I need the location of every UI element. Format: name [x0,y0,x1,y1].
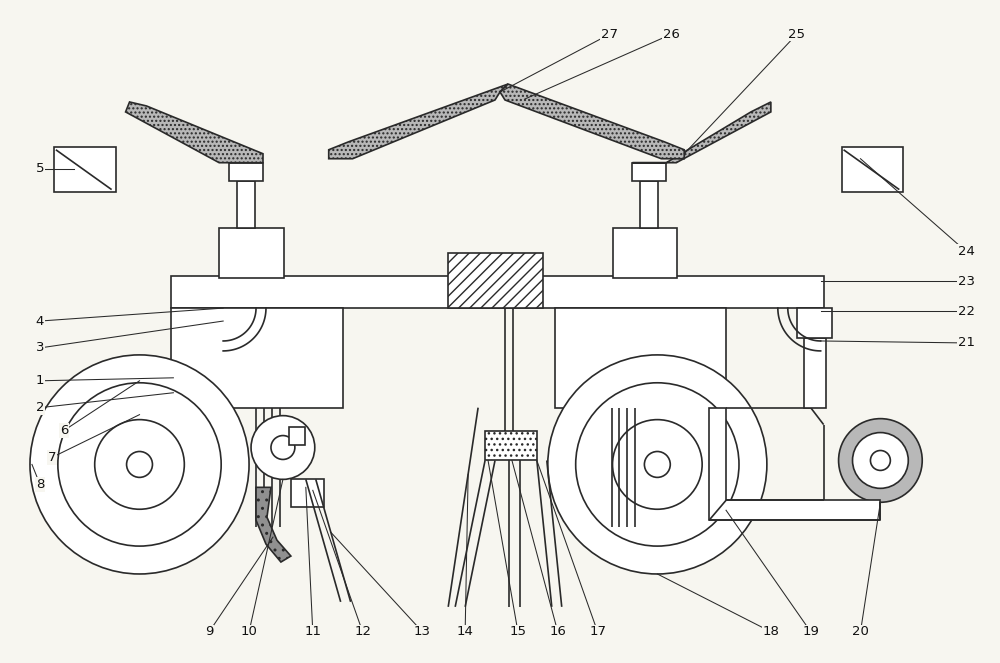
Circle shape [853,432,908,489]
Text: 19: 19 [802,625,819,638]
Circle shape [251,416,315,479]
Text: 27: 27 [601,28,618,40]
Circle shape [271,436,295,459]
Bar [54,147,116,192]
Text: 5: 5 [36,162,44,175]
Circle shape [576,383,739,546]
Text: 14: 14 [457,625,474,638]
Circle shape [95,420,184,509]
Text: 9: 9 [205,625,213,638]
Circle shape [839,418,922,503]
Bar [291,479,324,507]
Text: 4: 4 [36,314,44,328]
Text: 7: 7 [48,451,56,464]
Bar [219,229,284,278]
Polygon shape [126,102,263,162]
Text: 11: 11 [304,625,321,638]
Text: 12: 12 [354,625,371,638]
Text: 2: 2 [36,401,44,414]
Bar [289,426,305,444]
Bar [613,229,677,278]
Text: 26: 26 [663,28,680,40]
Text: 3: 3 [36,341,44,355]
Polygon shape [632,102,771,162]
Text: 15: 15 [509,625,526,638]
Circle shape [548,355,767,574]
Text: 18: 18 [762,625,779,638]
Bar [171,276,824,308]
Bar [842,147,903,192]
Text: 1: 1 [36,375,44,387]
Circle shape [58,383,221,546]
Bar [804,338,826,408]
Text: 16: 16 [549,625,566,638]
Text: 22: 22 [958,304,975,318]
Circle shape [613,420,702,509]
Bar [632,162,666,180]
Text: 20: 20 [852,625,869,638]
Polygon shape [709,408,880,520]
Bar [485,430,537,461]
Text: 17: 17 [589,625,606,638]
Circle shape [870,450,890,471]
Text: 21: 21 [958,336,975,349]
Polygon shape [329,84,508,158]
Polygon shape [256,487,291,562]
Polygon shape [500,84,684,158]
Circle shape [30,355,249,574]
Text: 6: 6 [60,424,68,437]
Text: 13: 13 [414,625,431,638]
Bar [229,162,263,180]
Bar [237,180,255,229]
Bar [555,308,726,408]
Bar [640,180,658,229]
Circle shape [644,452,670,477]
Bar [448,253,543,308]
Bar [171,308,343,408]
Text: 23: 23 [958,274,975,288]
Circle shape [127,452,152,477]
Bar [797,308,832,338]
Text: 24: 24 [958,245,974,258]
Text: 25: 25 [788,28,805,40]
Text: 10: 10 [241,625,257,638]
Text: 8: 8 [36,478,44,491]
